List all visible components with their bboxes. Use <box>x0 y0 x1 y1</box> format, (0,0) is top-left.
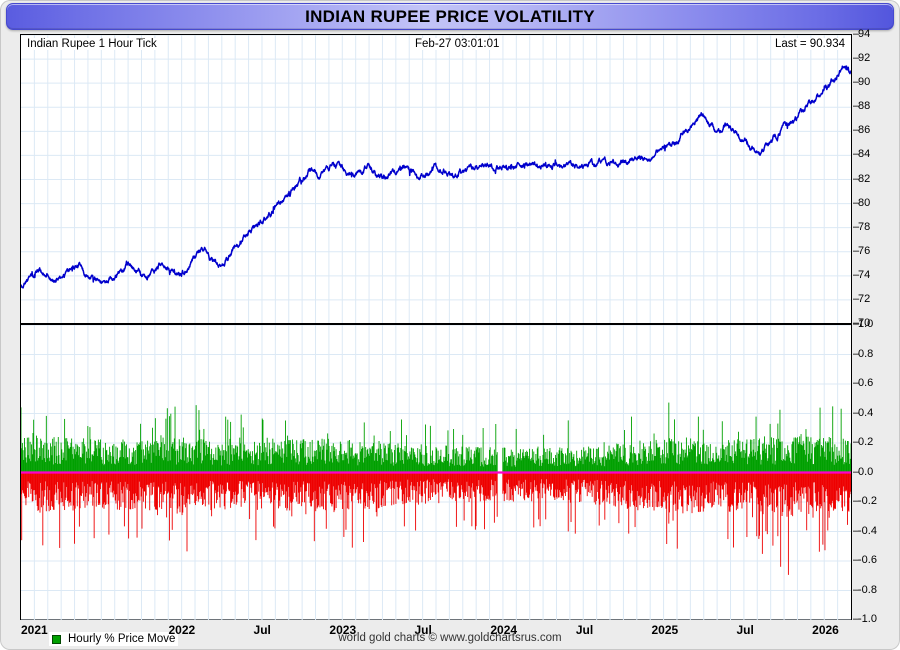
tick-mark-icon: – <box>853 583 860 596</box>
x-axis-tick-label: 2026 <box>812 623 839 637</box>
tick-mark-icon: – <box>853 220 860 233</box>
price-y-tick-label: 84– <box>853 148 871 161</box>
volatility-y-tick-label: -0.8– <box>853 583 877 596</box>
price-y-tick-label: 76– <box>853 244 871 257</box>
legend-label: Hourly % Price Move <box>68 633 176 645</box>
price-y-tick-label: 74– <box>853 268 871 281</box>
tick-mark-icon: – <box>853 554 860 566</box>
volatility-chart-panel <box>21 325 851 620</box>
price-y-tick-label: 94– <box>853 28 871 40</box>
tick-mark-icon: – <box>853 524 860 537</box>
volatility-y-tick-label: 0.0– <box>853 465 874 478</box>
tick-mark-icon: – <box>853 76 860 89</box>
tick-mark-icon: – <box>853 196 860 209</box>
timestamp-label: Feb-27 03:01:01 <box>413 38 502 50</box>
footer-credit: world gold charts © www.goldchartsrus.co… <box>338 632 562 644</box>
tick-mark-icon: – <box>853 377 860 389</box>
page-title: INDIAN RUPEE PRICE VOLATILITY <box>305 7 595 26</box>
tick-mark-icon: – <box>853 613 860 625</box>
tick-mark-icon: – <box>853 318 860 330</box>
volatility-y-tick-label: -1.0– <box>853 613 877 625</box>
panel-divider <box>21 323 851 325</box>
tick-mark-icon: – <box>853 292 860 305</box>
tick-mark-icon: – <box>853 124 860 137</box>
tick-mark-icon: – <box>853 148 860 161</box>
tick-mark-icon: – <box>853 406 860 419</box>
x-axis-tick-label: 2024 <box>490 623 518 637</box>
tick-mark-icon: – <box>853 436 860 448</box>
x-axis-tick-label: Jul <box>253 623 271 637</box>
tick-mark-icon: – <box>853 52 860 65</box>
tick-mark-icon: – <box>853 465 860 478</box>
price-y-tick-label: 82– <box>853 172 871 185</box>
window-title-bar: INDIAN RUPEE PRICE VOLATILITY <box>6 3 894 30</box>
price-line-series <box>21 65 851 289</box>
x-axis-tick-label: Jul <box>575 623 594 637</box>
volatility-y-tick-label: -0.2– <box>853 495 877 507</box>
legend-swatch-icon <box>52 634 61 644</box>
tick-mark-icon: – <box>853 347 860 360</box>
price-y-tick-label: 78– <box>853 220 871 233</box>
price-y-tick-label: 72– <box>853 292 871 305</box>
tick-mark-icon: – <box>853 28 860 40</box>
price-y-tick-label: 92– <box>853 52 871 65</box>
volatility-y-tick-label: -0.6– <box>853 554 877 566</box>
series-name-label: Indian Rupee 1 Hour Tick <box>25 38 159 50</box>
x-axis-tick-label: 2023 <box>329 623 357 637</box>
volatility-y-tick-label: 0.6– <box>853 377 874 389</box>
last-price-label: Last = 90.934 <box>772 38 847 50</box>
volatility-bar-series <box>21 402 851 575</box>
price-y-tick-label: 86– <box>853 124 871 137</box>
legend: Hourly % Price Move <box>49 632 179 646</box>
price-y-tick-label: 90– <box>853 76 871 89</box>
x-axis-tick-label: Jul <box>736 623 754 637</box>
x-axis-tick-label: 2021 <box>21 623 48 637</box>
tick-mark-icon: – <box>853 100 860 113</box>
volatility-y-tick-label: 0.8– <box>853 347 874 360</box>
tick-mark-icon: – <box>853 244 860 257</box>
volatility-y-tick-label: 0.2– <box>853 436 874 448</box>
volatility-y-tick-label: -0.4– <box>853 524 877 537</box>
price-y-tick-label: 70– <box>853 317 871 329</box>
price-y-tick-label: 88– <box>853 100 871 113</box>
volatility-y-tick-label: 1.0– <box>853 318 874 330</box>
x-axis-tick-label: 2022 <box>168 623 196 637</box>
tick-mark-icon: – <box>853 495 860 507</box>
price-chart-panel <box>21 35 851 324</box>
x-axis-tick-label: Jul <box>414 623 432 637</box>
tick-mark-icon: – <box>853 172 860 185</box>
x-axis-tick-label: 2025 <box>651 623 679 637</box>
volatility-y-tick-label: 0.4– <box>853 406 874 419</box>
tick-mark-icon: – <box>853 317 860 329</box>
tick-mark-icon: – <box>853 268 860 281</box>
chart-plot-area: Indian Rupee 1 Hour Tick Feb-27 03:01:01… <box>20 34 852 646</box>
price-y-tick-label: 80– <box>853 196 871 209</box>
